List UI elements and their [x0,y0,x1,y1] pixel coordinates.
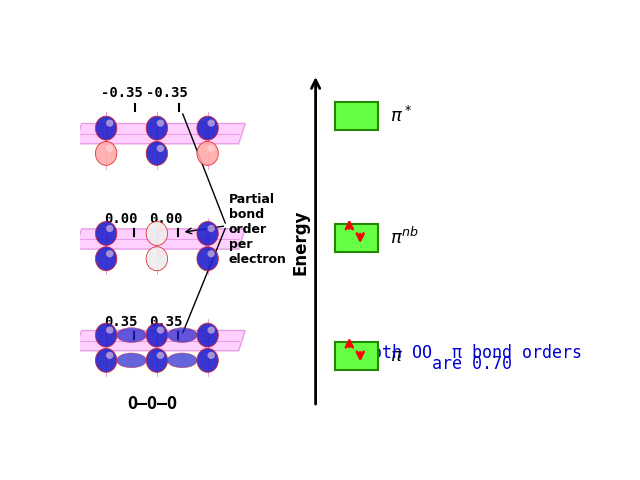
Bar [335,342,378,370]
Text: 0.00: 0.00 [149,212,182,226]
Text: -0.35: -0.35 [146,86,188,100]
Ellipse shape [146,221,168,245]
Text: 0.00: 0.00 [104,212,138,226]
Ellipse shape [207,250,215,257]
Text: Both OO  π bond orders: Both OO π bond orders [362,344,582,362]
Ellipse shape [157,352,164,359]
Ellipse shape [197,323,218,347]
Ellipse shape [207,326,215,334]
Text: $\pi^*$: $\pi^*$ [390,106,412,126]
Ellipse shape [168,328,197,343]
Text: 0.35: 0.35 [149,315,182,329]
Ellipse shape [106,120,113,127]
Ellipse shape [95,116,117,140]
Ellipse shape [197,247,218,271]
Text: Energy: Energy [292,210,310,275]
Ellipse shape [95,221,117,245]
Text: are 0.70: are 0.70 [432,355,512,373]
Text: Partial
bond
order
per
electron: Partial bond order per electron [229,193,287,266]
Ellipse shape [157,120,164,127]
Ellipse shape [157,326,164,334]
Ellipse shape [106,225,113,232]
Ellipse shape [157,250,164,257]
Ellipse shape [207,120,215,127]
Polygon shape [75,123,245,144]
Ellipse shape [207,225,215,232]
Ellipse shape [95,247,117,271]
Ellipse shape [207,352,215,359]
Text: $\pi$: $\pi$ [390,347,403,365]
Ellipse shape [95,348,117,372]
Ellipse shape [106,326,113,334]
Ellipse shape [106,250,113,257]
Ellipse shape [157,225,164,232]
Ellipse shape [168,353,197,368]
Polygon shape [75,330,245,351]
Text: -0.35: -0.35 [101,86,143,100]
Ellipse shape [146,247,168,271]
Ellipse shape [146,348,168,372]
Polygon shape [75,229,245,249]
Text: 0.35: 0.35 [104,315,138,329]
Bar [335,224,378,252]
Ellipse shape [106,145,113,152]
Ellipse shape [197,221,218,245]
Ellipse shape [106,352,113,359]
Ellipse shape [116,328,147,343]
Text: $\pi^{nb}$: $\pi^{nb}$ [390,227,419,248]
Ellipse shape [197,116,218,140]
Ellipse shape [116,353,147,368]
Ellipse shape [197,142,218,166]
Ellipse shape [146,116,168,140]
Ellipse shape [146,142,168,166]
Ellipse shape [197,348,218,372]
Ellipse shape [95,142,117,166]
Text: O—O—O: O—O—O [127,395,177,413]
Bar [335,102,378,130]
Ellipse shape [95,323,117,347]
Ellipse shape [146,323,168,347]
Ellipse shape [207,145,215,152]
Ellipse shape [157,145,164,152]
